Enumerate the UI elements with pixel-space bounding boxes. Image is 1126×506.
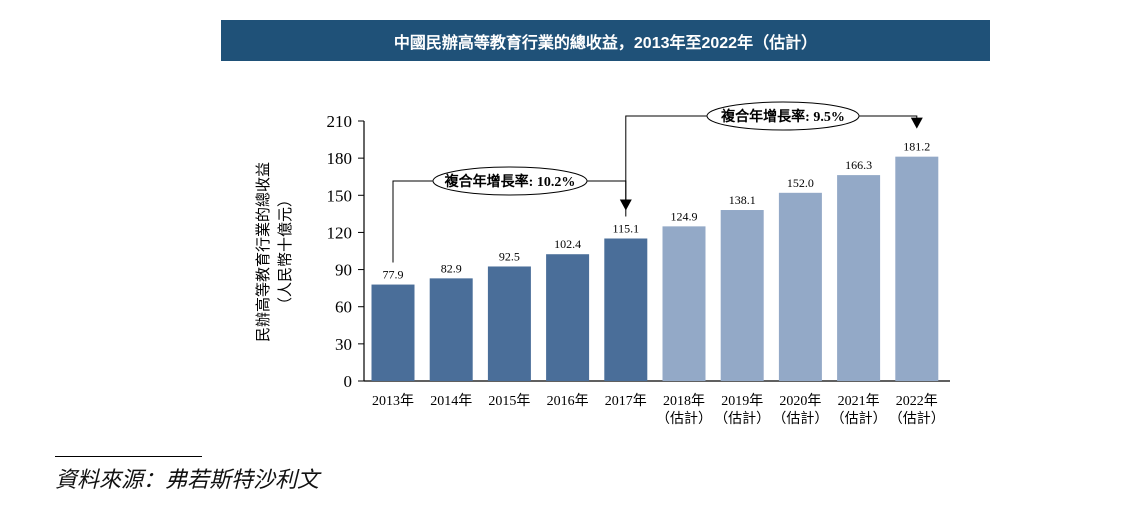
x-tick-sublabel: （估計） — [656, 411, 712, 427]
cagr-label: 複合年增長率: 10.2% — [444, 173, 576, 190]
data-label: 166.3 — [845, 158, 872, 172]
bar — [487, 266, 531, 381]
x-tick-label: 2018年 — [663, 393, 705, 409]
x-tick-sublabel: （估計） — [772, 411, 828, 427]
source-divider — [55, 456, 202, 457]
x-tick-label: 2013年 — [372, 393, 414, 409]
data-label: 138.1 — [729, 193, 756, 207]
bar — [778, 192, 822, 381]
data-label: 77.9 — [383, 268, 404, 282]
x-tick-sublabel: （估計） — [831, 411, 887, 427]
x-tick-label: 2015年 — [488, 393, 530, 409]
y-axis-label: 民辦高等教育行業的總收益 — [254, 162, 272, 342]
data-label: 152.0 — [787, 176, 814, 190]
x-tick-label: 2022年 — [896, 393, 938, 409]
bar — [837, 175, 881, 381]
data-label: 124.9 — [671, 209, 698, 223]
data-label: 102.4 — [554, 237, 581, 251]
x-tick-label: 2017年 — [605, 393, 647, 409]
cagr-label: 複合年增長率: 9.5% — [720, 108, 845, 125]
x-tick-label: 2021年 — [838, 393, 880, 409]
cagr-bubble — [432, 166, 588, 196]
bar — [604, 238, 648, 381]
bar — [371, 284, 415, 381]
data-label: 92.5 — [499, 249, 520, 263]
bar — [546, 254, 590, 381]
y-tick-label: 30 — [335, 335, 352, 354]
y-tick-label: 60 — [335, 298, 352, 317]
x-tick-sublabel: （估計） — [714, 411, 770, 427]
x-tick-sublabel: （估計） — [889, 411, 945, 427]
data-label: 82.9 — [441, 261, 462, 275]
chart-title: 中國民辦高等教育行業的總收益，2013年至2022年（估計） — [221, 20, 990, 61]
x-tick-label: 2016年 — [547, 393, 589, 409]
y-tick-label: 150 — [327, 186, 353, 205]
arrow-head-icon — [910, 117, 923, 129]
y-tick-label: 180 — [327, 149, 353, 168]
bar — [429, 278, 473, 381]
x-tick-label: 2014年 — [430, 393, 472, 409]
y-tick-label: 0 — [344, 372, 353, 391]
y-tick-label: 120 — [327, 223, 353, 242]
source-note: 資料來源：弗若斯特沙利文 — [55, 467, 320, 492]
data-label: 181.2 — [903, 140, 930, 154]
y-axis-unit-label: （人民幣十億元） — [277, 192, 294, 312]
data-label: 115.1 — [613, 221, 640, 235]
cagr-bubble — [706, 101, 860, 131]
x-tick-label: 2020年 — [779, 393, 821, 409]
bar — [895, 156, 939, 381]
y-tick-label: 210 — [327, 112, 353, 131]
bar — [720, 210, 764, 381]
y-tick-label: 90 — [335, 261, 352, 280]
x-tick-label: 2019年 — [721, 393, 763, 409]
bar — [662, 226, 706, 381]
